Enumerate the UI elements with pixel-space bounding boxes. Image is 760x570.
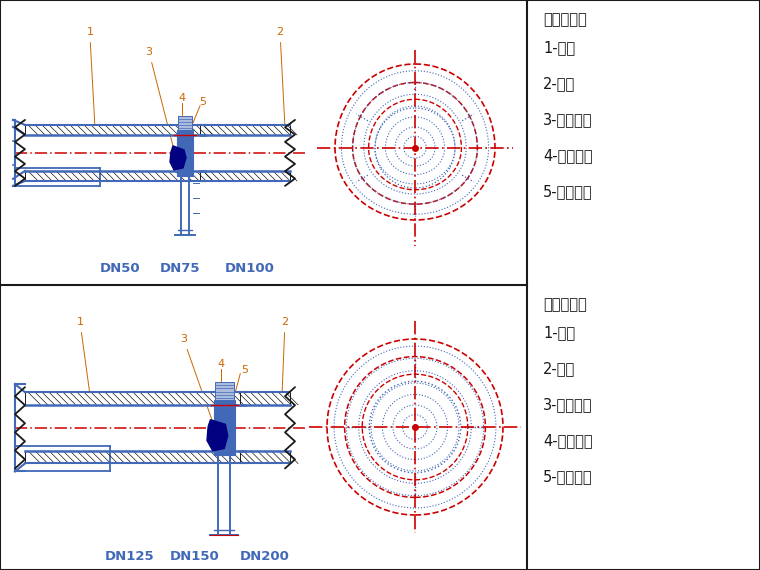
Text: 3: 3 [145,47,173,147]
Bar [177,130,193,176]
Bar [200,171,290,181]
Text: 1-承口: 1-承口 [543,325,575,340]
Bar [200,125,290,135]
Text: 1: 1 [87,27,95,125]
Text: 5: 5 [241,365,248,375]
Bar [178,116,192,130]
Text: DN50: DN50 [100,262,141,275]
Bar [25,451,245,463]
Polygon shape [170,146,186,170]
Text: 1: 1 [77,317,90,392]
Text: 2: 2 [277,27,285,125]
Bar [25,171,205,181]
Bar [215,382,233,400]
Text: DN150: DN150 [170,551,220,564]
Text: 2-插口: 2-插口 [543,76,575,91]
Text: 5-联栖联母: 5-联栖联母 [543,184,593,199]
Text: 4: 4 [179,93,185,103]
Text: 符号说明：: 符号说明： [543,297,587,312]
Text: 4: 4 [217,359,225,369]
Text: DN100: DN100 [225,262,275,275]
Text: 4-法兰压盖: 4-法兰压盖 [543,148,593,163]
Text: 符号说明：: 符号说明： [543,12,587,27]
Bar [214,400,235,455]
Text: 5: 5 [199,97,207,107]
Bar [25,392,245,405]
Text: 3-密封胶圈: 3-密封胶圈 [543,397,593,412]
Bar [240,451,290,463]
Text: DN200: DN200 [240,551,290,564]
Text: 1-承口: 1-承口 [543,40,575,55]
Text: 2-插口: 2-插口 [543,361,575,376]
Bar [25,125,205,135]
Polygon shape [207,420,228,451]
Bar [240,392,290,405]
Text: 5-联栖联母: 5-联栖联母 [543,469,593,484]
Text: DN125: DN125 [105,551,155,564]
Text: 3-密封胶圈: 3-密封胶圈 [543,112,593,127]
Text: DN75: DN75 [160,262,200,275]
Text: 4-法兰压盖: 4-法兰压盖 [543,433,593,448]
Text: 2: 2 [281,317,289,392]
Text: 3: 3 [180,334,213,422]
